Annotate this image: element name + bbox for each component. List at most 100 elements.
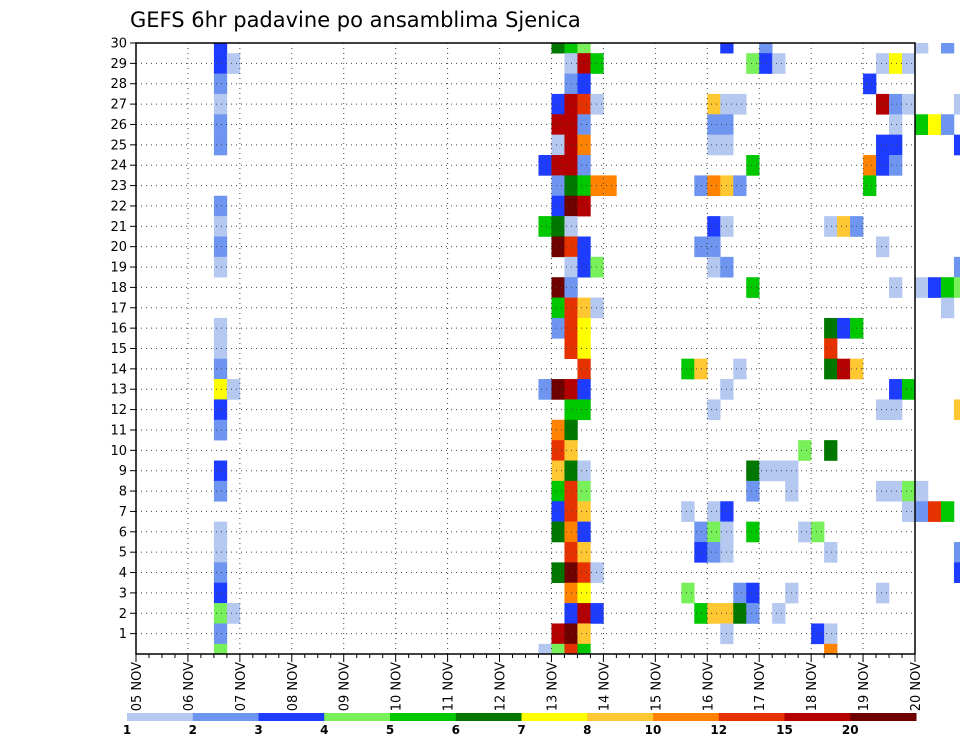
heatmap-cell xyxy=(940,43,955,54)
heatmap-cell xyxy=(577,93,591,115)
heatmap-cell xyxy=(213,93,228,115)
heatmap-cell xyxy=(915,114,929,135)
heatmap-cell xyxy=(733,358,747,380)
heatmap-cell xyxy=(577,562,591,584)
chart-title: GEFS 6hr padavine po ansamblima Sjenica xyxy=(130,8,581,32)
grid-lines xyxy=(136,43,915,654)
colorbar-swatch xyxy=(455,713,522,721)
heatmap-cell xyxy=(733,603,747,624)
heatmap-cell xyxy=(746,521,760,543)
heatmap-cell xyxy=(811,521,825,543)
y-tick-label: 20 xyxy=(110,240,127,255)
y-tick-label: 12 xyxy=(110,403,127,418)
x-tick-label: 13 NOV xyxy=(545,662,560,711)
heatmap-cell xyxy=(876,480,890,502)
heatmap-cell xyxy=(889,155,903,176)
heatmap-cell xyxy=(213,73,228,95)
y-tick-label: 2 xyxy=(119,607,127,622)
heatmap-cell xyxy=(772,53,786,74)
heatmap-cell xyxy=(577,358,591,380)
heatmap-cell xyxy=(707,603,721,624)
y-tick-label: 25 xyxy=(110,138,127,153)
colorbar-swatch xyxy=(127,713,194,721)
x-tick-label: 10 NOV xyxy=(390,662,405,711)
heatmap-cell xyxy=(798,440,812,461)
heatmap-cell xyxy=(213,399,228,421)
heatmap-cell xyxy=(551,114,565,135)
colorbar-label: 8 xyxy=(583,723,591,737)
heatmap-cell xyxy=(837,317,851,339)
heatmap-cell xyxy=(694,175,708,197)
heatmap-cell xyxy=(551,379,565,400)
heatmap-cell xyxy=(940,297,955,319)
y-tick-label: 13 xyxy=(110,383,127,398)
heatmap-cell xyxy=(889,93,903,115)
heatmap-cell xyxy=(694,541,708,563)
heatmap-cell xyxy=(940,501,955,522)
heatmap-cell xyxy=(876,93,890,115)
heatmap-cell xyxy=(707,93,721,115)
colorbar-swatch xyxy=(653,713,720,721)
heatmap-cell xyxy=(746,277,760,298)
heatmap-cell xyxy=(577,155,591,176)
heatmap-cell xyxy=(759,460,773,482)
heatmap-cell xyxy=(889,114,903,135)
colorbar-swatch xyxy=(718,713,785,721)
heatmap-cell xyxy=(226,603,241,624)
heatmap-cell xyxy=(824,317,838,339)
heatmap-cell xyxy=(915,501,929,522)
y-tick-label: 18 xyxy=(110,281,127,296)
heatmap-cell xyxy=(733,582,747,604)
y-tick-label: 9 xyxy=(119,464,127,479)
x-tick-label: 05 NOV xyxy=(130,662,145,711)
heatmap-cell xyxy=(213,562,228,584)
heatmap-cell xyxy=(551,440,565,461)
colorbar-swatch xyxy=(587,713,654,721)
heatmap-cell xyxy=(538,155,552,176)
heatmap-cell xyxy=(746,53,760,74)
y-tick-label: 14 xyxy=(110,362,127,377)
y-tick-label: 17 xyxy=(110,301,127,316)
heatmap-cell xyxy=(577,256,591,278)
heatmap-cell xyxy=(863,155,877,176)
heatmap-cell xyxy=(213,379,228,400)
y-tick-label: 19 xyxy=(110,261,127,276)
colorbar: 1 2 3 4 5 6 7 8 10 12 15 20 xyxy=(123,713,917,737)
heatmap-cell xyxy=(551,317,565,339)
x-tick-label: 11 NOV xyxy=(442,662,457,711)
heatmap-cell xyxy=(720,43,734,54)
colorbar-swatch xyxy=(324,713,391,721)
y-tick-label: 26 xyxy=(110,118,127,133)
heatmap-cell xyxy=(538,379,552,400)
heatmap-cell xyxy=(953,256,960,278)
heatmap-cell xyxy=(213,603,228,624)
heatmap-cell xyxy=(577,399,591,421)
heatmap-cell xyxy=(577,236,591,258)
heatmap-cell xyxy=(863,73,877,95)
heatmap-cell xyxy=(746,582,760,604)
colorbar-label: 2 xyxy=(189,723,197,737)
heatmap-cell xyxy=(824,358,838,380)
heatmap-cell xyxy=(876,582,890,604)
y-tick-label: 11 xyxy=(110,423,127,438)
heatmap-cell xyxy=(837,358,851,380)
heatmap-cell xyxy=(551,623,565,645)
colorbar-swatch xyxy=(521,713,588,721)
heatmap-cell xyxy=(213,582,228,604)
x-tick-label: 20 NOV xyxy=(909,662,924,711)
y-tick-label: 27 xyxy=(110,98,127,113)
heatmap-cell xyxy=(902,480,916,502)
heatmap-cell xyxy=(551,175,565,197)
heatmap-cell xyxy=(902,53,916,74)
heatmap-cell xyxy=(694,236,708,258)
heatmap-cell xyxy=(953,93,960,115)
heatmap-cell xyxy=(953,562,960,584)
heatmap-cell xyxy=(876,155,890,176)
heatmap-cell xyxy=(213,623,228,645)
colorbar-swatch xyxy=(850,713,917,721)
heatmap-cell xyxy=(889,134,903,156)
y-tick-label: 8 xyxy=(119,485,127,500)
heatmap-cell xyxy=(927,277,942,298)
heatmap-cell xyxy=(577,43,591,54)
